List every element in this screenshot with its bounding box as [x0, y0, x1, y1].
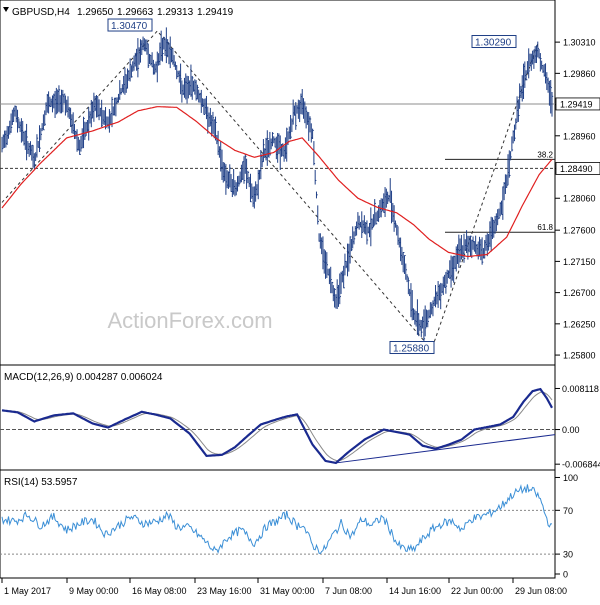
- macd-signal-line: [1, 391, 553, 462]
- rsi-pane-frame: [0, 469, 556, 579]
- time-axis-label: 31 May 00:00: [260, 586, 315, 596]
- time-axis-label: 29 Jun 08:00: [515, 586, 567, 596]
- swing-label-box: [107, 18, 153, 32]
- macd-layer: [0, 387, 556, 465]
- swing-label-box: [389, 341, 435, 355]
- macd-axis-label: -0.006844: [562, 460, 600, 470]
- fib-label-38-2: 38.2: [537, 150, 553, 159]
- price-pane-frame: [0, 0, 556, 366]
- swing-label: 1.30470: [111, 21, 148, 32]
- rsi-axis-label: 30: [563, 550, 573, 560]
- ohlc-high: 1.29663: [117, 7, 154, 18]
- symbol-timeframe: GBPUSD,H4: [12, 7, 70, 18]
- rsi-axis-label: 100: [563, 473, 578, 483]
- rsi-line: [1, 484, 553, 555]
- chart-header: GBPUSD,H4 1.29650 1.29663 1.29313 1.2941…: [3, 7, 234, 18]
- wave-zigzag-line: [1, 30, 539, 351]
- rsi-axis-label: 70: [563, 506, 573, 516]
- dropdown-triangle-icon: [3, 7, 9, 12]
- watermark: ActionForex.com: [107, 308, 272, 333]
- ohlc-open: 1.29650: [77, 7, 114, 18]
- swing-label: 1.25880: [393, 344, 430, 355]
- price-axis-label: 1.29860: [563, 69, 596, 79]
- swing-label-box: [471, 35, 517, 49]
- time-axis-label: 22 Jun 00:00: [451, 586, 503, 596]
- macd-axis-label: 0.008118: [562, 384, 599, 394]
- ohlc-close: 1.29419: [197, 7, 234, 18]
- rsi-layer: [0, 484, 555, 555]
- time-axis-label: 16 May 08:00: [132, 586, 187, 596]
- price-bars: [1, 27, 554, 345]
- ohlc-low: 1.29313: [157, 7, 194, 18]
- time-axis-label: 14 Jun 16:00: [389, 586, 441, 596]
- price-axis-label: 1.27600: [563, 226, 596, 236]
- macd-axis-label: 0.00: [562, 425, 580, 435]
- level-axis-label: 1.28490: [560, 164, 593, 174]
- price-axis-label: 1.25800: [563, 351, 596, 361]
- time-axis-label: 9 May 00:00: [69, 586, 119, 596]
- fib-label-61-8: 61.8: [537, 223, 553, 232]
- price-axis-label: 1.27150: [563, 257, 596, 267]
- rsi-axis-label: 0: [563, 570, 568, 580]
- time-axis-label: 7 Jun 08:00: [325, 586, 372, 596]
- macd-trendline: [335, 434, 556, 464]
- current-price-axis-label: 1.29419: [560, 99, 593, 109]
- macd-line: [1, 387, 553, 465]
- moving-average-line: [1, 106, 553, 258]
- time-axis-label: 23 May 16:00: [197, 586, 252, 596]
- price-axis-label: 1.28060: [563, 194, 596, 204]
- rsi-label: RSI(14) 53.5957: [4, 477, 78, 488]
- price-layer: 38.2 61.8 1.30470 1.30290 1.25880: [0, 18, 555, 355]
- price-axis-label: 1.28960: [563, 131, 596, 141]
- swing-label: 1.30290: [475, 38, 512, 49]
- level-axis-label-box: [555, 162, 600, 175]
- current-price-axis-label-box: [555, 97, 600, 111]
- axes-layer: 1.303101.298601.294101.289601.280601.276…: [1, 38, 600, 596]
- price-axis-label: 1.30310: [563, 38, 596, 48]
- macd-label: MACD(12,26,9) 0.004287 0.006024: [4, 372, 163, 383]
- price-axis-label: 1.26250: [563, 319, 596, 329]
- price-axis-label: 1.26700: [563, 288, 596, 298]
- time-axis-label: 1 May 2017: [4, 586, 51, 596]
